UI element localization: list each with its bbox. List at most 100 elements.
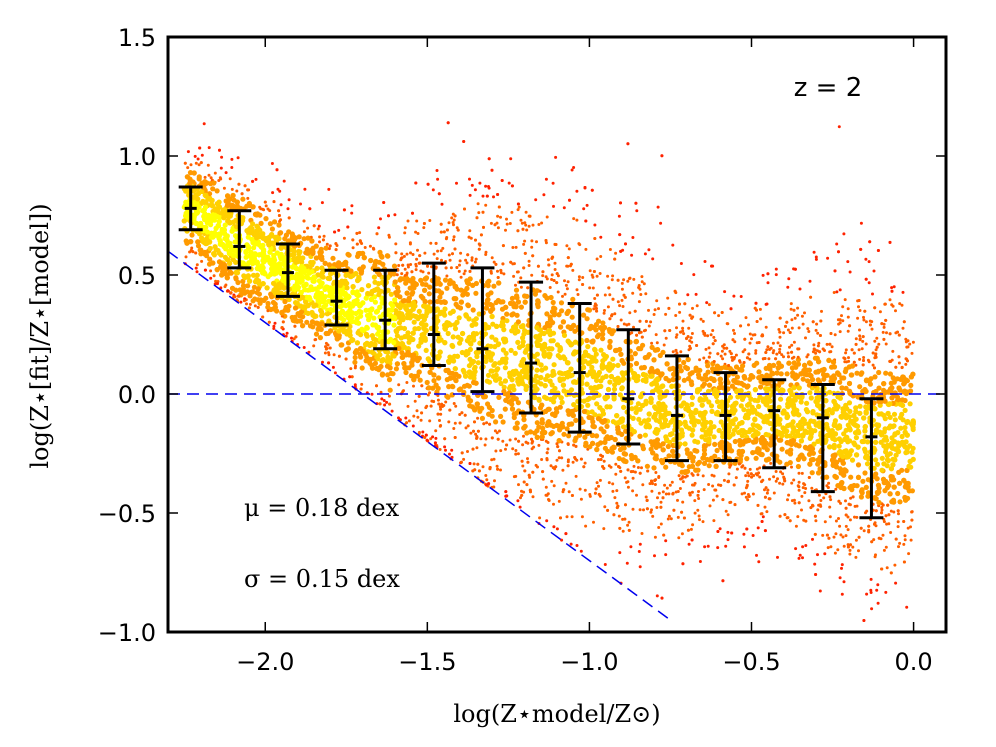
scatter-point — [706, 334, 710, 338]
scatter-point — [452, 218, 456, 222]
scatter-point — [840, 563, 844, 567]
scatter-point — [352, 354, 358, 361]
scatter-point — [565, 515, 569, 519]
scatter-point — [628, 311, 632, 315]
scatter-point — [786, 351, 790, 355]
scatter-point — [693, 511, 697, 515]
scatter-point — [640, 443, 646, 449]
scatter-point — [313, 302, 319, 308]
scatter-point — [473, 260, 477, 264]
scatter-point — [522, 242, 526, 246]
scatter-point — [758, 384, 764, 390]
scatter-point — [445, 330, 451, 337]
scatter-point — [574, 474, 578, 478]
scatter-point — [444, 448, 447, 452]
scatter-point — [496, 269, 499, 273]
scatter-density-cloud — [181, 121, 916, 622]
scatter-point — [436, 177, 440, 181]
scatter-point — [712, 335, 716, 339]
scatter-point — [681, 377, 687, 383]
scatter-point — [569, 314, 575, 320]
scatter-point — [778, 344, 782, 348]
scatter-point — [620, 298, 624, 302]
scatter-point — [666, 517, 670, 521]
scatter-point — [801, 486, 805, 490]
scatter-point — [216, 282, 219, 286]
scatter-point — [404, 416, 408, 420]
scatter-point — [706, 463, 712, 469]
scatter-point — [703, 260, 707, 263]
scatter-point — [825, 342, 829, 346]
scatter-point — [207, 256, 213, 262]
scatter-point — [795, 463, 802, 470]
scatter-point — [439, 412, 443, 416]
scatter-point — [830, 432, 836, 438]
scatter-point — [882, 548, 886, 552]
scatter-point — [435, 354, 441, 360]
scatter-point — [697, 514, 701, 518]
scatter-point — [619, 370, 625, 376]
scatter-point — [833, 333, 837, 337]
scatter-point — [759, 317, 763, 321]
scatter-point — [504, 228, 507, 232]
scatter-point — [403, 226, 407, 230]
scatter-point — [195, 263, 199, 267]
scatter-point — [727, 472, 731, 476]
scatter-point — [557, 355, 564, 361]
scatter-point — [618, 551, 622, 555]
scatter-point — [709, 408, 715, 414]
scatter-point — [891, 411, 898, 417]
scatter-point — [775, 352, 779, 356]
scatter-point — [776, 437, 783, 443]
scatter-point — [864, 257, 868, 261]
scatter-point — [588, 494, 592, 498]
scatter-point — [393, 213, 397, 217]
scatter-point — [561, 431, 567, 437]
scatter-point — [881, 533, 885, 537]
scatter-point — [911, 340, 915, 344]
scatter-point — [301, 236, 307, 242]
scatter-point — [908, 388, 914, 394]
scatter-point — [374, 325, 380, 331]
scatter-point — [443, 445, 447, 449]
scatter-point — [508, 222, 512, 225]
scatter-point — [857, 384, 863, 390]
scatter-point — [372, 279, 378, 285]
scatter-point — [402, 254, 406, 258]
scatter-point — [531, 223, 535, 227]
scatter-point — [867, 281, 871, 285]
scatter-point — [844, 534, 848, 538]
scatter-point — [687, 326, 691, 330]
scatter-point — [408, 241, 412, 245]
scatter-point — [665, 486, 669, 490]
scatter-point — [844, 499, 847, 503]
scatter-point — [681, 319, 685, 323]
scatter-point — [585, 203, 589, 207]
scatter-point — [616, 455, 622, 462]
scatter-point — [650, 341, 654, 345]
scatter-point — [349, 367, 353, 371]
scatter-point — [470, 307, 476, 313]
scatter-point — [458, 259, 462, 263]
scatter-point — [778, 347, 782, 351]
scatter-point — [881, 443, 887, 449]
scatter-point — [492, 260, 496, 264]
scatter-point — [537, 223, 541, 226]
scatter-point — [826, 546, 830, 550]
scatter-point — [885, 566, 889, 570]
scatter-point — [522, 293, 528, 299]
scatter-point — [763, 505, 767, 509]
scatter-point — [869, 588, 873, 592]
scatter-point — [418, 277, 424, 283]
scatter-point — [903, 538, 907, 542]
scatter-point — [768, 477, 771, 481]
scatter-point — [724, 544, 728, 548]
scatter-point — [448, 452, 451, 456]
scatter-point — [625, 561, 629, 565]
scatter-point — [829, 498, 833, 502]
scatter-point — [744, 316, 748, 320]
scatter-point — [557, 499, 561, 503]
scatter-point — [350, 204, 354, 208]
scatter-point — [607, 379, 613, 385]
scatter-point — [500, 299, 506, 305]
